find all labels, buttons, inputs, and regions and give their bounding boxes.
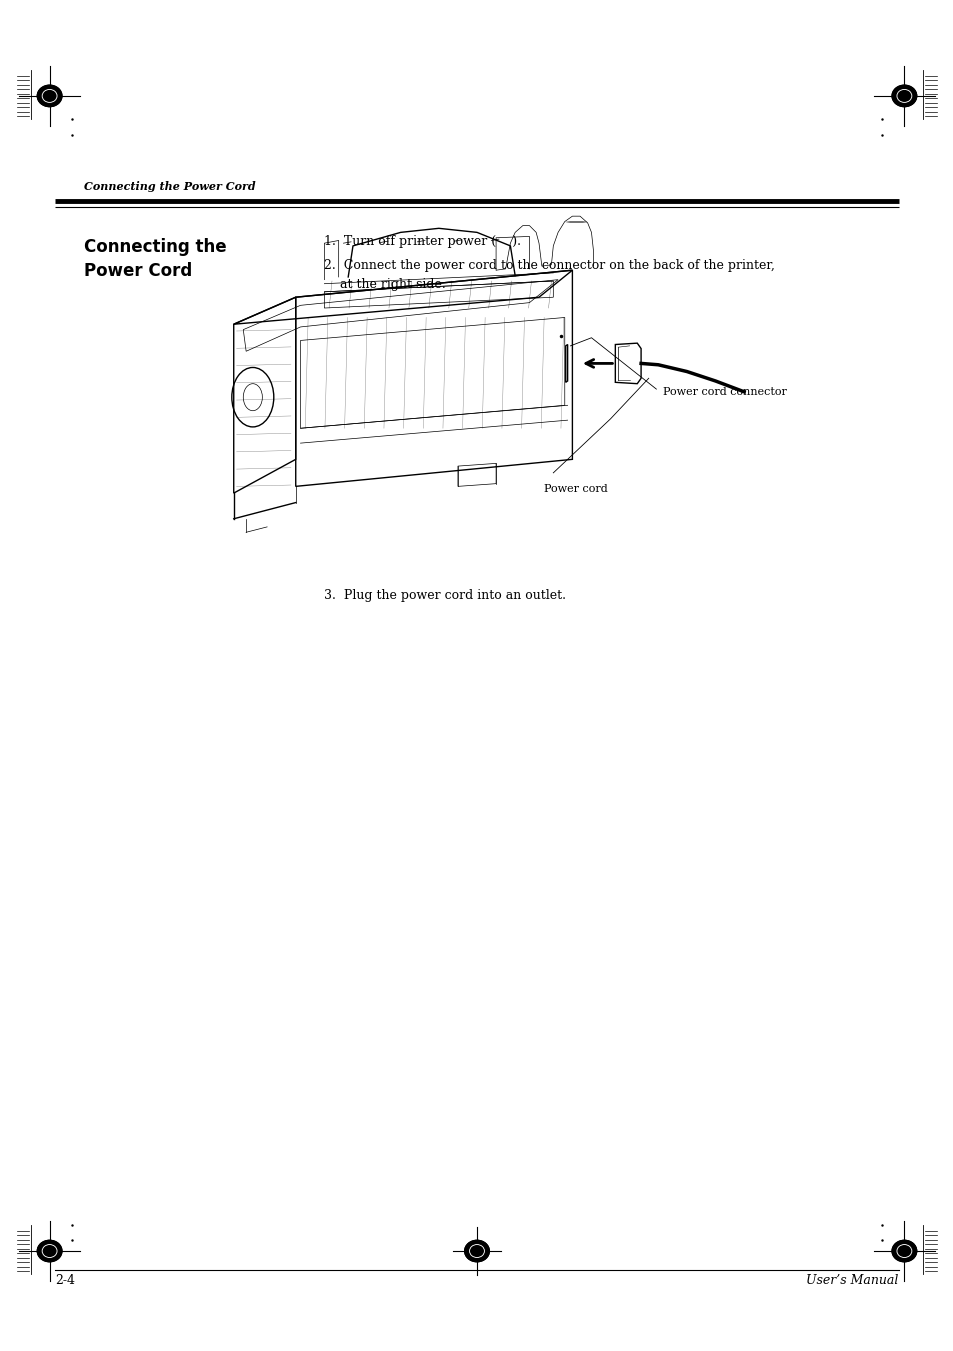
Ellipse shape xyxy=(891,85,916,107)
Text: Power Cord: Power Cord xyxy=(84,262,192,280)
Text: Connecting the Power Cord: Connecting the Power Cord xyxy=(84,181,255,192)
Text: Power cord: Power cord xyxy=(543,484,607,494)
Ellipse shape xyxy=(891,1240,916,1262)
Text: at the right side.: at the right side. xyxy=(324,278,446,292)
Text: User’s Manual: User’s Manual xyxy=(805,1274,898,1288)
Text: 2.  Connect the power cord to the connector on the back of the printer,: 2. Connect the power cord to the connect… xyxy=(324,259,775,273)
Text: Connecting the: Connecting the xyxy=(84,238,227,255)
Text: 1.  Turn off printer power (    ).: 1. Turn off printer power ( ). xyxy=(324,235,520,249)
Text: 3.  Plug the power cord into an outlet.: 3. Plug the power cord into an outlet. xyxy=(324,589,566,603)
Text: Power cord connector: Power cord connector xyxy=(662,386,786,397)
Text: 2-4: 2-4 xyxy=(55,1274,75,1288)
Ellipse shape xyxy=(37,85,62,107)
Ellipse shape xyxy=(37,1240,62,1262)
Ellipse shape xyxy=(464,1240,489,1262)
